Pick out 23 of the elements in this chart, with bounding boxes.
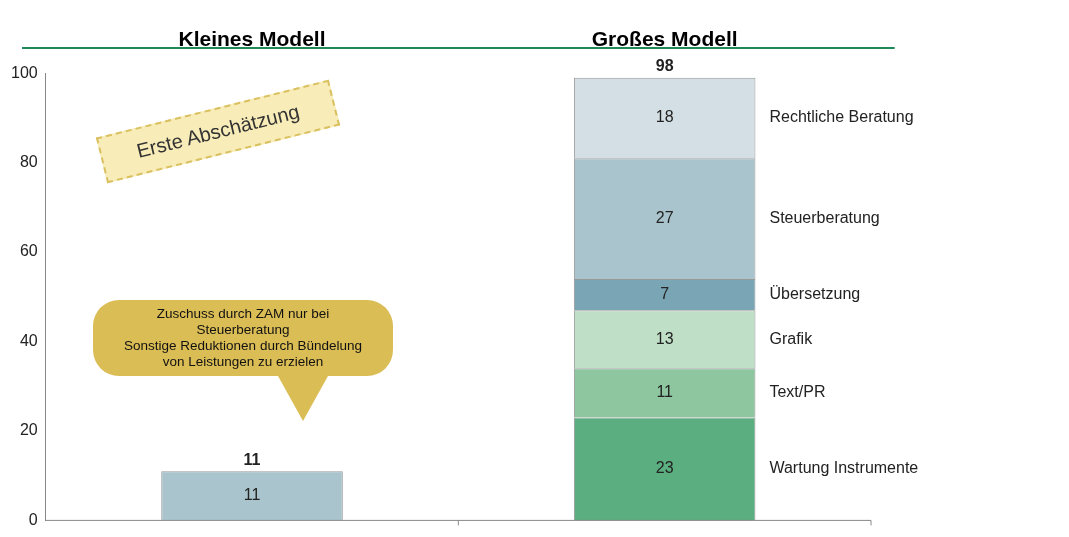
series-label: Wartung Instrumente: [769, 459, 919, 477]
data-label: 18: [655, 108, 674, 126]
data-label: 23: [655, 459, 674, 477]
series-label: Rechtliche Beratung: [769, 108, 914, 126]
series-label: Text/PR: [769, 383, 826, 401]
y-tick-label: 40: [19, 331, 38, 349]
y-tick-label: 80: [19, 153, 38, 171]
data-label: 11: [656, 383, 674, 401]
total-label: 11: [243, 450, 261, 468]
data-label: 27: [655, 208, 674, 226]
data-label: 11: [243, 486, 261, 504]
x-tick-label: Kleines Modell: [178, 27, 326, 51]
series-label: Übersetzung: [769, 284, 861, 302]
data-label: 7: [660, 284, 670, 302]
y-tick-label: 20: [19, 421, 38, 439]
total-label: 98: [655, 57, 674, 75]
series-label: Steuerberatung: [769, 208, 880, 226]
data-label: 13: [655, 329, 674, 347]
y-tick-label: 100: [10, 63, 38, 81]
y-tick-label: 60: [19, 242, 38, 260]
x-tick-label: Großes Modell: [591, 27, 738, 51]
series-label: Grafik: [769, 329, 814, 347]
y-tick-label: 0: [28, 510, 38, 528]
